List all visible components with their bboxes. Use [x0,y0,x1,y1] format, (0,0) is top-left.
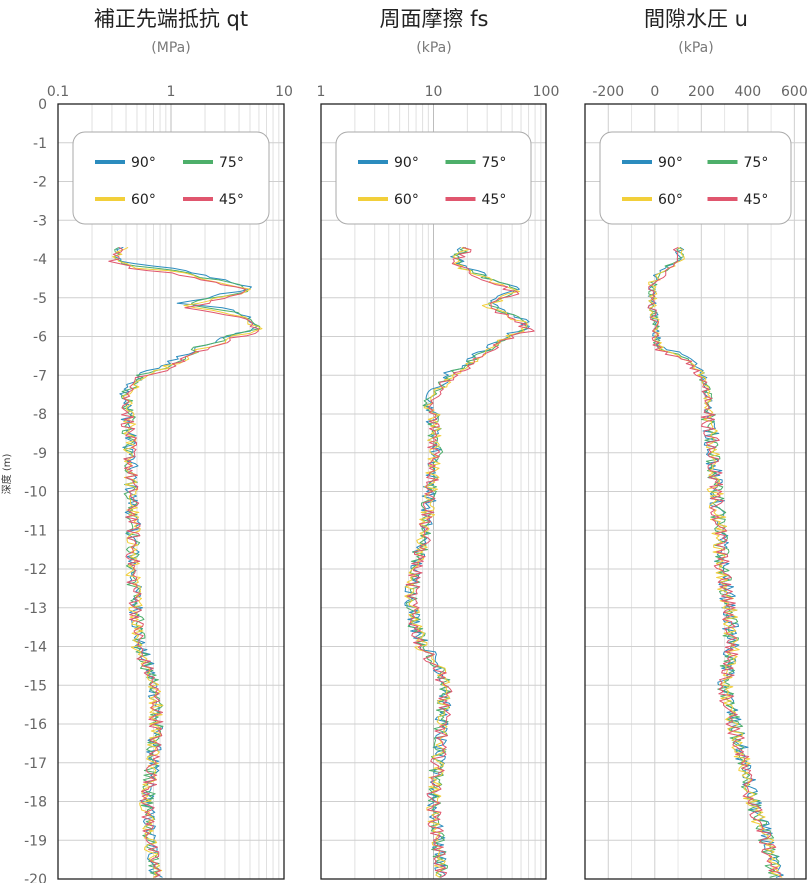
legend-label: 75° [482,155,507,171]
series-line-60deg [404,246,528,878]
series-line-75deg [648,246,780,878]
legend-box [72,131,270,225]
y-tick-label: -8 [33,407,47,423]
y-tick-label: 0 [38,97,47,113]
panel-u: 間隙水圧 u (kPa) -200 0 200 400 600 90° 75° 60° 45° [584,7,808,880]
y-tick-label: -18 [24,795,47,811]
legend-label: 45° [219,192,244,208]
legend-label: 90° [131,155,156,171]
legend-box [599,131,792,225]
x-tick-label: 1 [317,84,326,100]
panel-fs: 周面摩擦 fs (kPa) 1 10 100 90° 75° 60° 45° [317,7,560,880]
x-tick-label: -200 [592,84,624,100]
y-tick-label: -10 [24,485,47,501]
x-tick-label: 600 [781,84,808,100]
legend: 90° 75° 60° 45° [72,131,270,225]
legend-box [335,131,532,225]
series-group [108,246,263,878]
series-line-60deg [648,246,783,878]
series-group [404,246,535,878]
x-tick-label: 1 [167,84,176,100]
legend-label: 60° [131,192,156,208]
panel-unit: (kPa) [678,40,713,56]
x-tick-label: 10 [275,84,293,100]
plot-frame [584,103,807,880]
series-line-75deg [405,246,528,878]
y-tick-label: -9 [33,446,47,462]
y-tick-label: -11 [24,523,47,539]
plot-frame [57,103,285,880]
y-axis-label: 深度 (m) [0,454,13,495]
series-line-45deg [108,246,259,878]
y-tick-label: -20 [24,872,47,883]
y-tick-label: -5 [33,291,47,307]
legend-label: 60° [658,192,683,208]
legend-label: 75° [744,155,769,171]
legend-label: 90° [394,155,419,171]
x-tick-label: 400 [734,84,761,100]
series-group [647,246,784,878]
y-tick-label: -13 [24,601,47,617]
y-axis: 0 -1 -2 -3 -4 -5 -6 -7 -8 -9 -10 -11 -12 -13 -14 -15 -16… [24,97,47,883]
legend-label: 45° [482,192,507,208]
panel-qt: 補正先端抵抗 qt (MPa) 0.1 1 10 90° 75° 60° 45° [47,7,293,880]
y-tick-label: -4 [33,252,47,268]
plot-frame [320,103,547,880]
y-tick-label: -1 [33,136,47,152]
y-tick-label: -6 [33,330,47,346]
y-tick-label: -2 [33,175,47,191]
legend-label: 75° [219,155,244,171]
y-tick-label: -7 [33,368,47,384]
y-tick-label: -3 [33,213,47,229]
series-line-45deg [647,246,781,878]
y-tick-label: -16 [24,717,47,733]
legend-label: 60° [394,192,419,208]
y-tick-label: -12 [24,562,47,578]
x-tick-label: 100 [533,84,560,100]
series-line-60deg [112,246,263,878]
panel-unit: (kPa) [416,40,451,56]
panel-unit: (MPa) [151,40,190,56]
legend: 90° 75° 60° 45° [599,131,792,225]
series-line-45deg [405,246,535,878]
y-tick-label: -14 [24,640,47,656]
y-tick-label: -17 [24,756,47,772]
panel-title: 間隙水圧 u [644,7,748,31]
legend: 90° 75° 60° 45° [335,131,532,225]
x-tick-label: 10 [425,84,443,100]
legend-label: 45° [744,192,769,208]
y-tick-label: -19 [24,833,47,849]
series-line-90deg [647,246,784,878]
x-tick-label: 0 [650,84,659,100]
panel-title: 補正先端抵抗 qt [94,7,248,31]
x-tick-label: 200 [688,84,715,100]
x-tick-label: 0.1 [47,84,69,100]
legend-label: 90° [658,155,683,171]
y-tick-label: -15 [24,678,47,694]
panel-title: 周面摩擦 fs [379,7,488,31]
